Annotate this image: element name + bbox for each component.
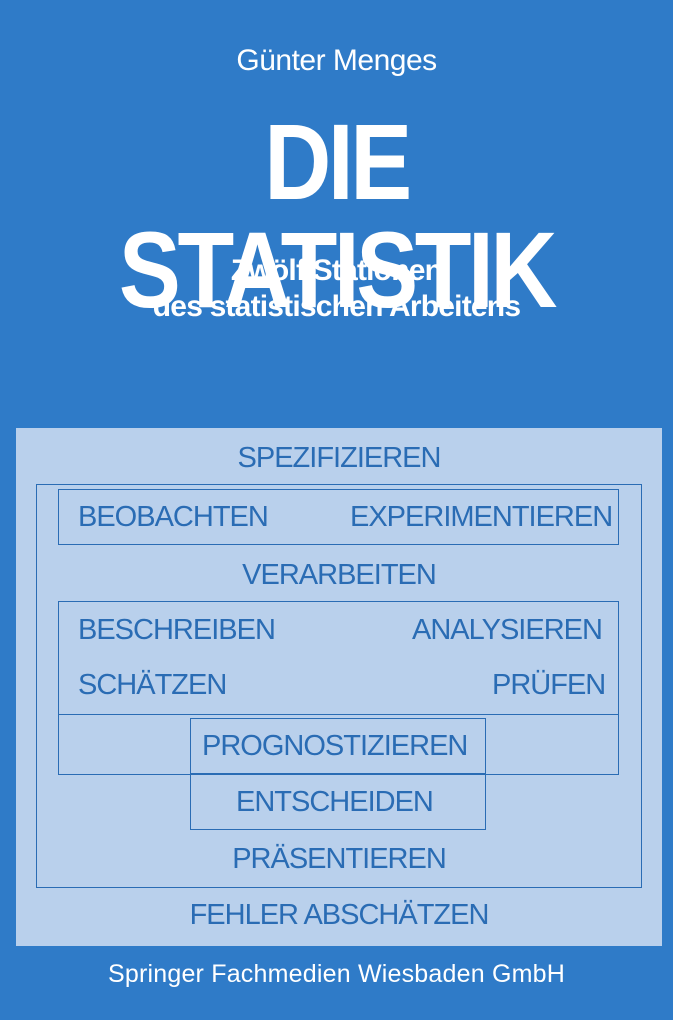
author-name: Günter Menges: [236, 44, 437, 77]
label-verarbeiten: VERARBEITEN: [242, 559, 437, 591]
label-pruefen: PRÜFEN: [492, 669, 606, 701]
label-fehler-abschaetzen: FEHLER ABSCHÄTZEN: [189, 899, 490, 931]
subtitle-line-1: Zwölf Stationen: [230, 254, 443, 287]
lower-analysis-box: [58, 714, 619, 775]
label-experimentieren: EXPERIMENTIEREN: [350, 501, 613, 533]
label-beschreiben: BESCHREIBEN: [78, 614, 276, 646]
label-spezifizieren: SPEZIFIZIEREN: [237, 442, 442, 474]
outer-frame: [36, 484, 642, 888]
label-analysieren: ANALYSIEREN: [412, 614, 603, 646]
observation-box: [58, 489, 619, 545]
book-title: DIE STATISTIK: [118, 101, 558, 330]
publisher-name: Springer Fachmedien Wiesbaden GmbH: [107, 960, 565, 988]
label-praesentieren: PRÄSENTIEREN: [232, 843, 447, 875]
label-beobachten: BEOBACHTEN: [78, 501, 269, 533]
label-entscheiden: ENTSCHEIDEN: [236, 786, 434, 818]
label-prognostizieren: PROGNOSTIZIEREN: [202, 730, 468, 762]
book-subtitle: Zwölf Stationen des statistischen Arbeit…: [0, 253, 673, 325]
subtitle-line-2: des statistischen Arbeitens: [152, 290, 521, 323]
label-schaetzen: SCHÄTZEN: [78, 669, 227, 701]
stations-diagram: SPEZIFIZIEREN BEOBACHTEN EXPERIMENTIEREN…: [16, 428, 662, 946]
decision-box: [190, 773, 486, 830]
